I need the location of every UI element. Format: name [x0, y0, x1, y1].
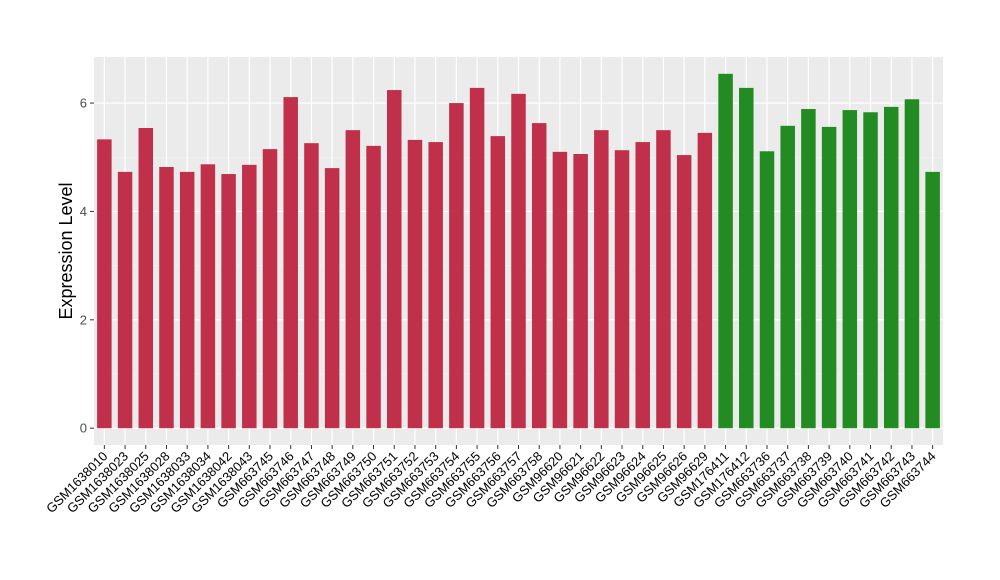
- bar: [242, 164, 257, 429]
- bar: [904, 99, 920, 429]
- bar: [614, 150, 630, 429]
- bar: [262, 149, 278, 429]
- bar: [635, 142, 650, 429]
- bar: [97, 139, 112, 429]
- bar: [407, 139, 423, 429]
- bar: [449, 103, 464, 429]
- bar: [883, 106, 899, 429]
- bar: [739, 87, 754, 429]
- bar: [821, 126, 837, 429]
- bar: [283, 97, 298, 429]
- bar: [366, 145, 381, 429]
- bar: [801, 109, 816, 429]
- bar: [925, 171, 940, 429]
- bar: [117, 171, 133, 429]
- bar: [718, 73, 733, 429]
- bar: [511, 93, 526, 429]
- bar: [469, 87, 485, 429]
- bar: [221, 174, 236, 429]
- y-tick-label: 0: [80, 421, 87, 436]
- bar: [179, 171, 195, 429]
- bar: [697, 132, 713, 429]
- bar: [531, 123, 547, 429]
- y-axis-title: Expression Level: [56, 182, 76, 319]
- bar: [656, 130, 671, 429]
- bar: [552, 151, 568, 429]
- bar: [780, 125, 795, 429]
- bar: [490, 136, 506, 429]
- bar: [863, 112, 878, 429]
- bar: [428, 142, 443, 429]
- bar: [345, 130, 361, 429]
- y-tick-label: 4: [80, 204, 87, 219]
- y-tick-label: 6: [80, 96, 87, 111]
- bar: [324, 168, 340, 429]
- bar: [387, 90, 402, 429]
- bar: [138, 127, 154, 429]
- bar: [842, 110, 858, 429]
- bar: [200, 164, 216, 429]
- y-tick-label: 2: [80, 312, 87, 327]
- bar: [573, 154, 588, 429]
- bar: [594, 130, 609, 429]
- bar: [159, 167, 174, 429]
- bar: [759, 151, 775, 429]
- bar: [676, 155, 692, 429]
- bar: [304, 143, 319, 429]
